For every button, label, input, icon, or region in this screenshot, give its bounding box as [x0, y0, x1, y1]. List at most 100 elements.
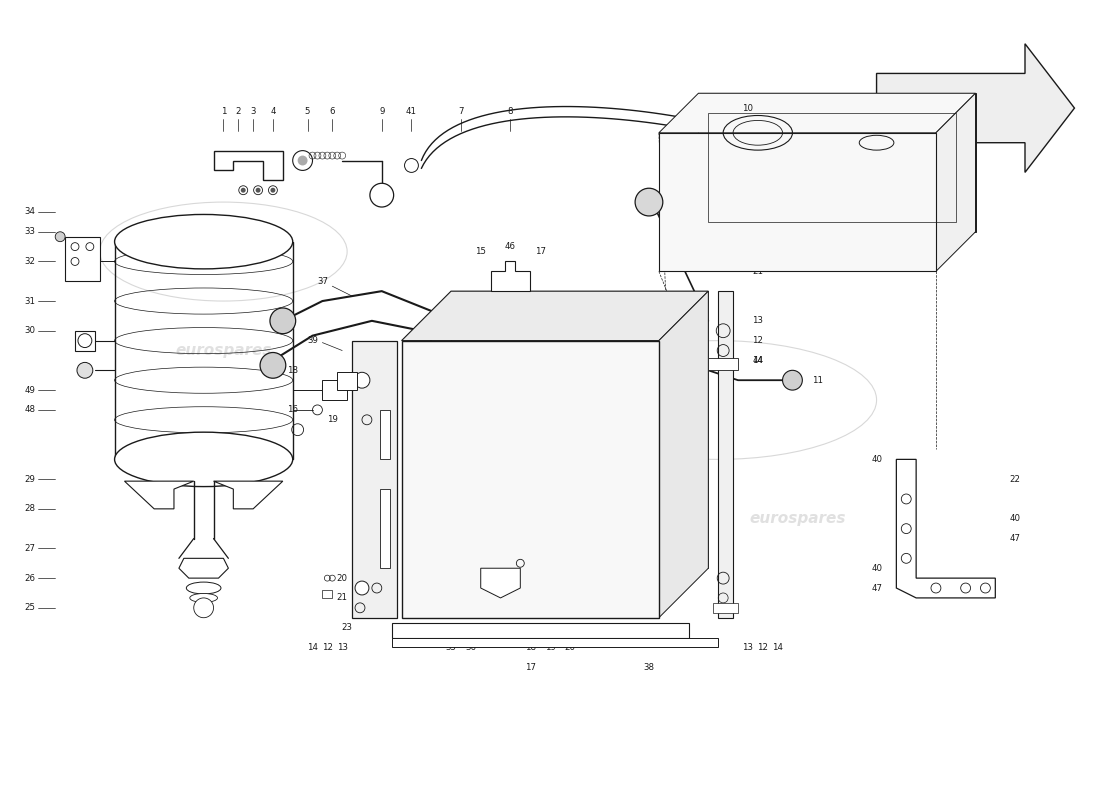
Text: 33: 33	[24, 227, 35, 236]
Text: 29: 29	[24, 474, 35, 484]
Ellipse shape	[186, 582, 221, 594]
Bar	[352, 341, 397, 618]
Text: 39: 39	[307, 336, 318, 345]
Text: 18: 18	[525, 643, 536, 652]
Polygon shape	[659, 94, 976, 133]
Bar	[708, 358, 738, 370]
Text: 21: 21	[752, 267, 763, 276]
Text: eurospares: eurospares	[502, 412, 598, 427]
Text: 22: 22	[1010, 474, 1021, 484]
Text: 23: 23	[342, 623, 353, 632]
Polygon shape	[213, 150, 283, 180]
Text: 14: 14	[752, 356, 763, 365]
Text: 17: 17	[535, 247, 546, 256]
Text: 42: 42	[475, 554, 486, 563]
Circle shape	[55, 232, 65, 242]
Text: 3: 3	[251, 106, 256, 115]
Text: 31: 31	[24, 297, 35, 306]
Polygon shape	[451, 291, 708, 568]
Circle shape	[782, 370, 802, 390]
Text: 25: 25	[24, 603, 35, 612]
Circle shape	[255, 188, 261, 193]
Circle shape	[486, 573, 496, 583]
Polygon shape	[659, 291, 708, 618]
Text: 34: 34	[24, 207, 35, 217]
Circle shape	[500, 573, 510, 583]
Text: 41: 41	[406, 106, 417, 115]
Text: 21: 21	[337, 594, 348, 602]
Text: 45: 45	[525, 544, 536, 553]
Ellipse shape	[190, 594, 218, 602]
Text: 1: 1	[221, 106, 227, 115]
Circle shape	[354, 372, 370, 388]
Text: 13: 13	[742, 643, 754, 652]
Text: 48: 48	[24, 406, 35, 414]
Text: 37: 37	[317, 277, 328, 286]
Text: 20: 20	[337, 574, 348, 582]
Text: 30: 30	[24, 326, 35, 335]
Circle shape	[270, 308, 296, 334]
Text: 5: 5	[305, 106, 310, 115]
Circle shape	[635, 188, 663, 216]
Text: 16: 16	[287, 406, 298, 414]
Circle shape	[78, 334, 91, 347]
Bar	[713, 603, 738, 613]
Polygon shape	[392, 638, 718, 647]
Bar	[322, 590, 332, 598]
Polygon shape	[322, 380, 342, 395]
Bar	[708, 113, 956, 222]
Circle shape	[740, 125, 756, 141]
Polygon shape	[213, 481, 283, 509]
Text: 9: 9	[379, 106, 385, 115]
Text: 7: 7	[459, 106, 464, 115]
Polygon shape	[402, 341, 659, 618]
Text: 43: 43	[500, 554, 512, 563]
Polygon shape	[698, 94, 976, 232]
Text: 6: 6	[330, 106, 336, 115]
Text: 12: 12	[757, 643, 768, 652]
Circle shape	[298, 155, 308, 166]
Circle shape	[77, 362, 92, 378]
Polygon shape	[392, 622, 689, 638]
Polygon shape	[896, 459, 996, 598]
Text: 8: 8	[508, 106, 514, 115]
Polygon shape	[402, 291, 708, 341]
Polygon shape	[936, 94, 976, 271]
Polygon shape	[481, 568, 520, 598]
Text: 2: 2	[235, 106, 241, 115]
Circle shape	[271, 188, 275, 193]
Text: 26: 26	[24, 574, 35, 582]
Polygon shape	[659, 133, 936, 271]
Text: 10: 10	[742, 103, 754, 113]
Text: eurospares: eurospares	[749, 511, 846, 526]
Polygon shape	[124, 481, 194, 509]
Text: 17: 17	[525, 662, 536, 672]
Text: 47: 47	[1010, 534, 1021, 543]
Circle shape	[241, 188, 245, 193]
Text: 36: 36	[465, 643, 476, 652]
Text: 47: 47	[871, 583, 882, 593]
Text: 46: 46	[505, 242, 516, 251]
Bar	[379, 410, 389, 459]
Text: eurospares: eurospares	[175, 343, 272, 358]
Text: 12: 12	[752, 336, 763, 345]
Text: 35: 35	[446, 643, 456, 652]
Polygon shape	[877, 44, 1075, 172]
Text: 14: 14	[307, 643, 318, 652]
Text: 20: 20	[564, 643, 575, 652]
Text: 4: 4	[271, 106, 276, 115]
Text: 38: 38	[644, 662, 654, 672]
Polygon shape	[179, 558, 229, 578]
Bar	[718, 291, 733, 618]
Ellipse shape	[114, 432, 293, 486]
Circle shape	[370, 183, 394, 207]
Polygon shape	[491, 262, 530, 291]
Text: 15: 15	[475, 247, 486, 256]
Circle shape	[260, 353, 286, 378]
Bar	[75, 330, 95, 350]
Text: 27: 27	[24, 544, 35, 553]
Text: 28: 28	[24, 504, 35, 514]
Text: 44: 44	[752, 356, 763, 365]
Circle shape	[355, 581, 368, 595]
Text: 11: 11	[812, 376, 823, 385]
